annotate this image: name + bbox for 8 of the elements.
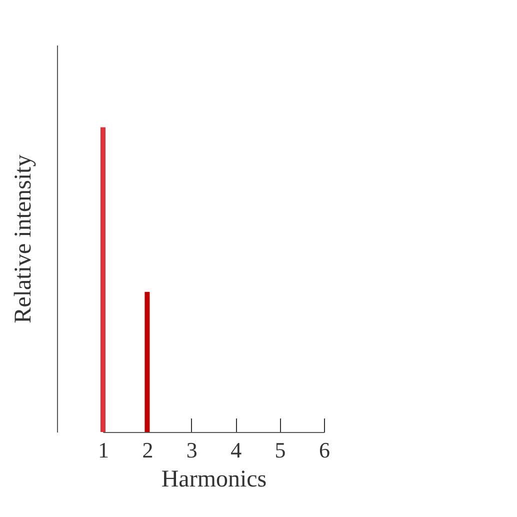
x-tick-label: 6 xyxy=(319,438,330,462)
x-tick-label: 1 xyxy=(98,438,109,462)
x-tick-label: 3 xyxy=(186,438,198,462)
x-axis-title: Harmonics xyxy=(161,466,267,492)
x-tick-label: 4 xyxy=(230,438,242,462)
x-tick-label: 5 xyxy=(274,438,286,462)
y-axis-title: Relative intensity xyxy=(10,154,36,324)
x-tick-label: 2 xyxy=(142,438,154,462)
